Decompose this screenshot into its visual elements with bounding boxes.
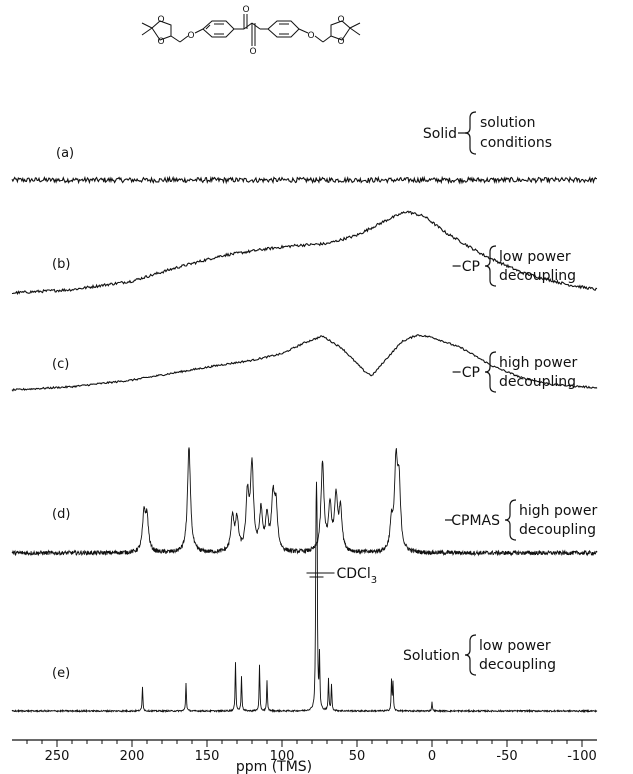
spectrum-trace [11,334,598,392]
svg-text:O: O [337,37,344,47]
x-tick-label: -100 [567,749,597,764]
x-tick-label: 200 [120,749,145,764]
x-axis-label: ppm (TMS) [236,759,312,774]
spectrum-label: CPMAS [451,513,500,529]
header-brace-line-1: solution [480,115,535,131]
svg-text:O: O [157,15,164,25]
header-solid-conditions: Solid solution conditions [423,111,552,155]
spectrum-id: (a) [56,146,74,161]
header-brace-line-2: conditions [480,135,552,151]
molecule-structure [141,14,361,46]
brace-line-2: decoupling [479,657,556,673]
solvent-subscript: 3 [371,575,377,586]
x-tick-label: 50 [349,749,366,764]
x-tick-label: 100 [270,749,295,764]
svg-text:O: O [307,31,314,41]
brace-line-2: decoupling [499,268,576,284]
spectra-stack: (a) (b) CP low power decoupling (c) CP high pow… [11,146,598,714]
svg-text:O: O [249,47,256,57]
label-brace [504,499,517,541]
brace-line-1: low power [479,638,551,654]
x-tick-label: 0 [428,749,436,764]
label-brace [484,351,497,393]
spectrum-trace [11,175,598,185]
molecule-atom-labels: O O O O O O O O [157,5,344,57]
spectrum-id: (d) [52,507,70,522]
brace-line-1: low power [499,249,571,265]
svg-text:O: O [187,31,194,41]
spectrum-id: (b) [52,257,70,272]
spectrum-trace [11,210,598,296]
svg-text:O: O [337,15,344,25]
x-tick-label: 150 [195,749,220,764]
brace-line-2: decoupling [519,522,596,538]
spectrum-b: (b) CP low power decoupling [11,210,598,296]
solvent-annotation: CDCl3 [306,566,378,586]
spectrum-trace [11,447,598,557]
spectrum-trace [11,481,598,714]
x-tick-label: -50 [496,749,517,764]
solvent-label: CDCl3 [337,566,378,586]
svg-text:O: O [242,5,249,15]
header-brace [464,111,477,155]
svg-text:O: O [157,37,164,47]
x-axis: 250 200 150 100 50 0 -50 -100 [12,739,597,764]
spectrum-e: (e) Solution low power decoupling [11,481,598,714]
brace-line-2: decoupling [499,374,576,390]
brace-line-1: high power [499,355,577,371]
spectrum-label: Solution [403,648,460,664]
spectrum-c: (c) CP high power decoupling [11,334,598,393]
label-brace [464,634,477,676]
spectrum-label: CP [462,365,480,381]
spectrum-id: (c) [52,357,69,372]
label-brace [484,245,497,287]
spectrum-label: CP [462,259,480,275]
spectrum-d: (d) CPMAS high power decoupling [11,447,598,557]
spectrum-id: (e) [52,666,70,681]
x-tick-label: 250 [45,749,70,764]
brace-line-1: high power [519,503,597,519]
header-label: Solid [423,126,457,142]
spectrum-a: (a) [11,146,598,185]
